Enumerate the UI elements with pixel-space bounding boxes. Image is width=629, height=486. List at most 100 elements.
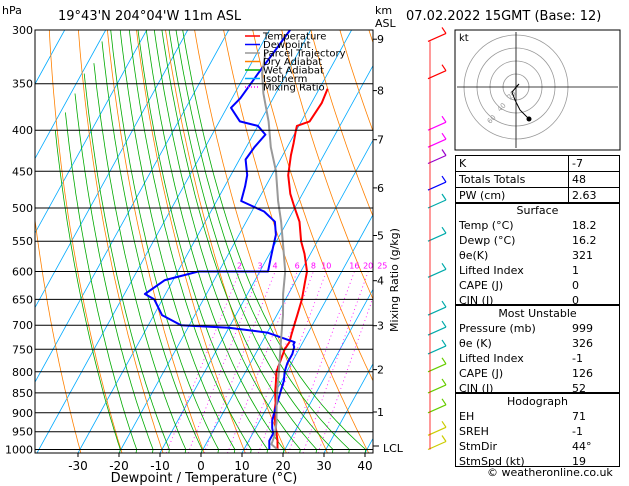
surface-row: CIN (J) 0 [456,293,619,308]
indices-panel: K -7 Totals Totals 48 PW (cm) 2.63 [455,155,620,204]
row-value: 321 [572,249,593,262]
wind-barb [427,440,447,451]
wind-barb [427,232,447,242]
wind-barb-flag [441,262,447,270]
wind-barb [427,199,447,209]
pressure-tick-label: 950 [12,426,33,439]
x-tick-label: -10 [150,459,170,473]
mixing-ratio-axis-title: Mixing Ratio (g/kg) [388,228,401,332]
wet-adiabat-line [101,41,203,453]
km-tick-label: 2 [377,364,384,377]
wet-adiabat-line [83,73,170,453]
wind-barb-flag [441,175,447,183]
wet-adiabat-line [145,30,285,453]
wind-barb-flag [441,64,447,72]
row-label: CAPE (J) [459,367,504,380]
isotherm-line [35,30,107,160]
row-value: -1 [572,425,583,438]
mixing-ratio-label: 3 [257,262,262,271]
mixing-ratio-label: 10 [321,262,331,271]
wet-adiabat-line [93,63,187,453]
wet-adiabat-line [119,30,236,453]
wind-barb-flag [441,420,447,428]
row-label: CIN (J) [459,382,494,395]
pressure-tick-label: 550 [12,235,33,248]
km-tick-label: 8 [377,85,384,98]
row-value: 0 [572,294,579,307]
mixing-ratio-line [258,271,327,453]
wind-barb [427,404,447,414]
wind-barb-flag [441,435,447,442]
wind-barb [427,154,447,165]
pressure-tick-label: 400 [12,124,33,137]
hodograph-kt-label: kt [459,33,469,44]
index-label: K [455,155,569,172]
hodograph-title: Hodograph [507,395,568,408]
row-value: 126 [572,367,593,380]
row-label: SREH [459,425,489,438]
x-axis-title: Dewpoint / Temperature (°C) [111,471,298,486]
row-label: Pressure (mb) [459,322,536,335]
legend-label: Wet Adiabat [263,66,324,77]
index-row-tt: Totals Totals 48 [455,171,620,188]
row-label: CAPE (J) [459,279,504,292]
hodograph-trace [511,83,530,120]
wet-adiabat-line [168,30,334,453]
wind-barb [427,306,447,316]
dry-adiabat-line [281,30,373,301]
index-row-k: K -7 [455,155,620,172]
mixing-ratio-label: 16 [349,262,359,271]
wind-barb [427,345,447,355]
legend-label: Parcel Trajectory [263,49,346,60]
row-label: Temp (°C) [459,219,514,232]
mixing-ratio-label: 6 [295,262,300,271]
mixing-ratio-line [317,296,373,453]
wind-barb [427,426,447,436]
wet-adiabat-line [128,30,252,453]
wind-barb-flag [441,357,447,365]
km-tick-label: 6 [377,182,384,195]
surface-row: Lifted Index 1 [456,263,619,278]
pressure-tick-label: 900 [12,407,33,420]
legend-label: Dewpoint [263,40,311,51]
mixing-ratio-line [288,271,355,453]
pressure-tick-label: 500 [12,202,33,215]
wind-barb-flag [441,27,447,34]
wind-barb-flag [441,115,447,123]
wind-barb-flag [441,398,447,406]
hpa-label: hPa [2,4,22,17]
pressure-tick-label: 700 [12,319,33,332]
row-label: StmSpd (kt) [459,455,525,468]
wind-barb-flag [441,149,447,156]
row-value: 18.2 [572,219,597,232]
surface-row: CAPE (J) 0 [456,278,619,293]
wet-adiabat-line [137,30,269,453]
mixing-ratio-line [244,271,314,453]
isotherm-line [282,288,373,453]
wind-barb [427,121,447,131]
row-label: θe (K) [459,337,492,350]
location-title: 19°43'N 204°04'W 11m ASL [58,9,242,24]
index-value: 48 [568,171,620,188]
mixing-ratio-label: 2 [237,262,242,271]
legend-label: Dry Adiabat [263,57,322,68]
hodograph-ring-label: 60 [486,113,498,125]
row-label: EH [459,410,475,423]
km-tick-label: 5 [377,230,384,243]
row-value: 1 [572,264,579,277]
pressure-tick-label: 450 [12,165,33,178]
row-value: 16.2 [572,234,597,247]
surface-row: Temp (°C) 18.2 [456,218,619,233]
pressure-tick-label: 750 [12,343,33,356]
wind-barb [427,268,447,278]
hodo-row: EH 71 [456,409,619,424]
row-label: θe(K) [459,249,489,262]
x-tick-label: -30 [68,459,88,473]
pressure-tick-label: 600 [12,266,33,279]
mixing-ratio-line [227,271,298,453]
hodo-row: SREH -1 [456,424,619,439]
wet-adiabat-line [110,30,220,453]
mu-row: CAPE (J) 126 [456,366,619,381]
row-value: -1 [572,352,583,365]
